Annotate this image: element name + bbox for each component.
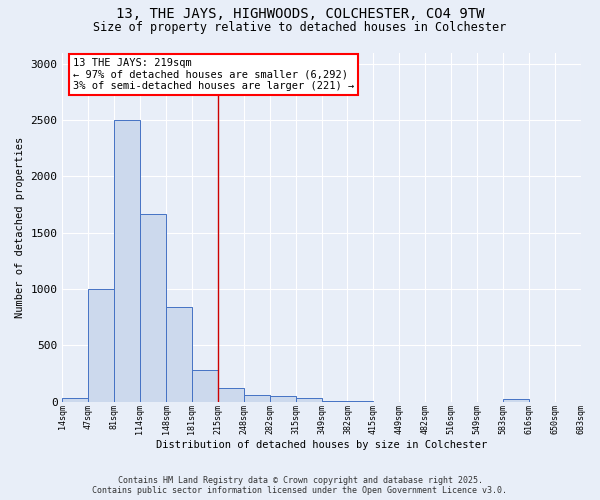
- Text: 13 THE JAYS: 219sqm
← 97% of detached houses are smaller (6,292)
3% of semi-deta: 13 THE JAYS: 219sqm ← 97% of detached ho…: [73, 58, 354, 91]
- Bar: [322, 400, 347, 402]
- Text: Contains HM Land Registry data © Crown copyright and database right 2025.
Contai: Contains HM Land Registry data © Crown c…: [92, 476, 508, 495]
- Bar: [296, 398, 322, 402]
- Bar: [503, 399, 529, 402]
- Bar: [115, 120, 140, 402]
- Bar: [166, 307, 192, 402]
- X-axis label: Distribution of detached houses by size in Colchester: Distribution of detached houses by size …: [156, 440, 487, 450]
- Bar: [270, 396, 296, 402]
- Text: 13, THE JAYS, HIGHWOODS, COLCHESTER, CO4 9TW: 13, THE JAYS, HIGHWOODS, COLCHESTER, CO4…: [116, 8, 484, 22]
- Bar: [218, 388, 244, 402]
- Bar: [140, 214, 166, 402]
- Bar: [192, 370, 218, 402]
- Bar: [347, 401, 373, 402]
- Text: Size of property relative to detached houses in Colchester: Size of property relative to detached ho…: [94, 21, 506, 34]
- Y-axis label: Number of detached properties: Number of detached properties: [15, 136, 25, 318]
- Bar: [244, 396, 270, 402]
- Bar: [62, 398, 88, 402]
- Bar: [88, 289, 115, 402]
